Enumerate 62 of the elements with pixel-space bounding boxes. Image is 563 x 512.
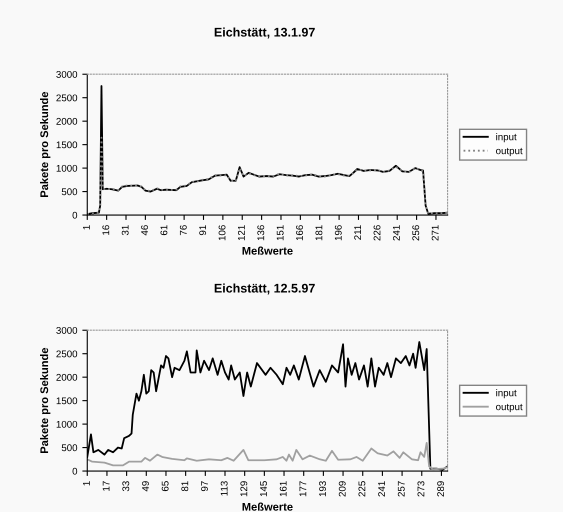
chart-title: Eichstätt, 12.5.97 <box>214 283 315 294</box>
x-tick-label: 226 <box>374 225 380 240</box>
chart-title: Eichstätt, 13.1.97 <box>214 27 315 38</box>
y-axis-title: Pakete pro Sekunde <box>40 92 50 197</box>
y-tick-label: 2500 <box>56 94 78 102</box>
y-tick-label: 2000 <box>56 118 78 125</box>
x-tick-label: 97 <box>201 481 208 492</box>
x-tick-label: 166 <box>296 225 303 240</box>
legend-label: input <box>496 133 517 142</box>
y-tick-label: 0 <box>72 212 78 219</box>
x-tick-label: 49 <box>142 481 149 492</box>
x-tick-label: 33 <box>122 481 130 492</box>
x-tick-label: 106 <box>218 225 226 240</box>
y-tick-label: 1500 <box>56 397 78 404</box>
x-tick-label: 121 <box>238 225 245 240</box>
y-tick-label: 1500 <box>56 141 78 148</box>
y-tick-label: 500 <box>62 188 78 196</box>
x-tick-label: 256 <box>412 225 420 240</box>
y-tick-label: 500 <box>62 444 78 452</box>
legend-label: output <box>496 148 523 156</box>
x-tick-label: 1 <box>83 481 90 486</box>
x-tick-label: 257 <box>398 481 405 496</box>
x-tick-label: 161 <box>280 481 287 496</box>
x-tick-label: 177 <box>300 481 306 496</box>
y-tick-label: 1000 <box>56 164 78 172</box>
x-tick-label: 65 <box>162 481 169 492</box>
x-tick-label: 46 <box>141 225 148 236</box>
x-axis-title: Meßwerte <box>242 246 293 255</box>
y-tick-label: 3000 <box>56 70 78 78</box>
x-tick-label: 136 <box>257 225 264 240</box>
x-tick-label: 91 <box>199 225 206 236</box>
x-tick-label: 211 <box>354 225 361 240</box>
x-tick-label: 81 <box>181 481 188 492</box>
x-tick-label: 113 <box>220 481 228 496</box>
x-tick-label: 61 <box>160 225 168 236</box>
x-tick-label: 289 <box>437 481 444 496</box>
x-tick-label: 209 <box>338 481 346 496</box>
y-tick-label: 1000 <box>56 420 78 428</box>
x-tick-label: 151 <box>276 225 284 240</box>
x-tick-label: 273 <box>417 481 424 496</box>
x-axis-title: Meßwerte <box>242 502 293 511</box>
y-axis-title: Pakete pro Sekunde <box>40 348 50 453</box>
x-tick-label: 225 <box>358 481 366 496</box>
y-tick-label: 2000 <box>56 374 78 381</box>
x-tick-label: 241 <box>378 481 385 496</box>
x-tick-label: 193 <box>319 481 326 496</box>
x-tick-label: 145 <box>260 481 267 496</box>
y-tick-label: 3000 <box>56 326 78 334</box>
x-tick-label: 241 <box>392 225 400 240</box>
legend-label: input <box>496 389 517 398</box>
x-tick-label: 271 <box>432 225 438 240</box>
x-tick-label: 1 <box>83 225 90 230</box>
x-tick-label: 196 <box>334 225 342 240</box>
x-tick-label: 16 <box>102 225 110 235</box>
legend-label: output <box>496 404 523 412</box>
x-tick-label: 181 <box>315 225 322 240</box>
x-tick-label: 129 <box>240 481 248 496</box>
y-tick-label: 0 <box>72 468 78 475</box>
x-tick-label: 76 <box>180 225 187 236</box>
y-tick-label: 2500 <box>56 350 78 358</box>
x-tick-label: 17 <box>102 481 110 491</box>
x-tick-label: 31 <box>122 225 129 236</box>
